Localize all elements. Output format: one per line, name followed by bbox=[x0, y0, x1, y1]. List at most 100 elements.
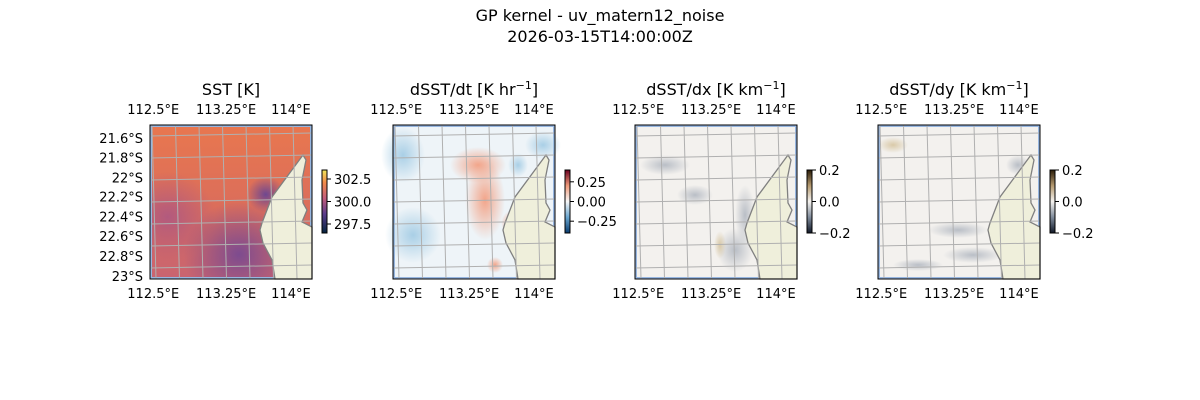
panel-title-text: SST [K] bbox=[202, 80, 260, 99]
x-tick-label-bottom: 114°E bbox=[271, 287, 311, 302]
gridline-meridian bbox=[418, 124, 423, 280]
gridline-parallel bbox=[877, 132, 1041, 137]
field-anomaly bbox=[893, 259, 943, 271]
panel-title: SST [K] bbox=[202, 80, 260, 99]
gridline-parallel bbox=[634, 176, 798, 181]
gridline-parallel bbox=[877, 176, 1041, 181]
gridline-meridian bbox=[441, 124, 447, 280]
x-tick-label-top: 113.25°E bbox=[681, 103, 741, 118]
gridline-parallel bbox=[634, 264, 798, 269]
gridline-meridian bbox=[777, 124, 783, 280]
gridline-parallel bbox=[149, 220, 313, 225]
gridline-parallel bbox=[392, 154, 556, 159]
colorbar-tick-label: 302.5 bbox=[334, 173, 371, 188]
colorbar bbox=[806, 169, 813, 234]
gridline-parallel bbox=[392, 220, 556, 225]
axes-frame bbox=[392, 124, 556, 280]
colorbar-tick-label: 0.25 bbox=[577, 176, 606, 191]
gridline-parallel bbox=[149, 154, 313, 159]
panel-title-text: dSST/dy [K km bbox=[889, 80, 1006, 99]
x-tick-label-bottom: 112.5°E bbox=[855, 287, 907, 302]
x-tick-label-bottom: 113.25°E bbox=[439, 287, 499, 302]
gridline-meridian bbox=[903, 124, 908, 280]
gridline-meridian bbox=[488, 124, 494, 280]
x-tick-label-top: 114°E bbox=[999, 103, 1039, 118]
panel-title-superscript: −1 bbox=[763, 79, 779, 92]
colorbar bbox=[564, 169, 571, 234]
field-anomaly bbox=[677, 185, 713, 205]
gridline-parallel bbox=[149, 264, 313, 269]
gridline-meridian bbox=[245, 124, 251, 280]
gridline-meridian bbox=[950, 124, 955, 280]
x-tick-label-top: 112.5°E bbox=[370, 103, 422, 118]
gridline-parallel bbox=[392, 176, 556, 181]
field-anomaly bbox=[525, 131, 561, 159]
y-tick-label: 22.8°S bbox=[99, 250, 143, 265]
gridline-meridian bbox=[175, 124, 180, 280]
panel-title-bracket: ] bbox=[779, 80, 785, 99]
gridline-meridian bbox=[973, 124, 979, 280]
gridline-parallel bbox=[392, 198, 556, 203]
field-anomaly bbox=[381, 127, 425, 183]
map-panel-2: dSST/dx [K km−1] 112.5°E 112.5°E 113.25°E 11… bbox=[612, 79, 850, 302]
x-tick-label-bottom: 114°E bbox=[999, 287, 1039, 302]
gridline-parallel bbox=[634, 242, 798, 247]
gridline-meridian bbox=[465, 124, 470, 280]
x-tick-label-top: 113.25°E bbox=[439, 103, 499, 118]
x-tick-label-bottom: 113.25°E bbox=[924, 287, 984, 302]
gridline-parallel bbox=[877, 242, 1041, 247]
gridline-parallel bbox=[877, 220, 1041, 225]
gridline-parallel bbox=[634, 154, 798, 159]
map-panel-1: dSST/dt [K hr−1] 112.5°E 112.5°E 113.25°E 11… bbox=[370, 79, 617, 302]
x-tick-label-bottom: 114°E bbox=[514, 287, 554, 302]
colorbar bbox=[1049, 169, 1056, 234]
axes-frame bbox=[877, 124, 1041, 280]
gridline-parallel bbox=[877, 264, 1041, 269]
panel-title-bracket: ] bbox=[1022, 80, 1028, 99]
gridline-parallel bbox=[392, 242, 556, 247]
gridline-meridian bbox=[660, 124, 665, 280]
gridline-meridian bbox=[754, 124, 759, 280]
x-tick-label-top: 113.25°E bbox=[196, 103, 256, 118]
x-tick-label-bottom: 112.5°E bbox=[370, 287, 422, 302]
gridline-meridian bbox=[730, 124, 736, 280]
x-tick-label-top: 114°E bbox=[514, 103, 554, 118]
gridline-parallel bbox=[392, 264, 556, 269]
colorbar-tick-label: 300.0 bbox=[334, 196, 371, 211]
gridline-meridian bbox=[269, 124, 274, 280]
gridline-parallel bbox=[149, 242, 313, 247]
panel-title: dSST/dy [K km−1] bbox=[889, 79, 1028, 99]
gridline-parallel bbox=[877, 154, 1041, 159]
y-tick-label: 21.6°S bbox=[99, 132, 143, 147]
colorbar-tick-label: −0.2 bbox=[819, 227, 851, 242]
field-anomaly bbox=[508, 153, 528, 177]
gridline-meridian bbox=[535, 124, 541, 280]
figure-timestamp: 2026-03-15T14:00:00Z bbox=[507, 27, 693, 46]
gridline-parallel bbox=[149, 198, 313, 203]
colorbar-tick-label: 0.2 bbox=[1062, 164, 1083, 179]
colorbar-tick-label: 0.2 bbox=[819, 164, 840, 179]
gridline-meridian bbox=[512, 124, 517, 280]
gridline-meridian bbox=[926, 124, 932, 280]
axes-frame bbox=[149, 124, 313, 280]
gridline-meridian bbox=[997, 124, 1002, 280]
gridline-parallel bbox=[149, 132, 313, 137]
gridline-parallel bbox=[149, 176, 313, 181]
x-tick-label-top: 112.5°E bbox=[855, 103, 907, 118]
field-anomaly bbox=[943, 247, 1003, 263]
gridline-meridian bbox=[683, 124, 689, 280]
y-tick-label: 22°S bbox=[112, 171, 143, 186]
x-tick-label-top: 112.5°E bbox=[127, 103, 179, 118]
x-tick-label-top: 113.25°E bbox=[924, 103, 984, 118]
y-tick-label: 22.2°S bbox=[99, 191, 143, 206]
colorbar-tick-label: 0.0 bbox=[819, 196, 840, 211]
axes-frame bbox=[634, 124, 798, 280]
x-tick-label-top: 114°E bbox=[756, 103, 796, 118]
figure-title: GP kernel - uv_matern12_noise bbox=[475, 6, 725, 25]
gridline-meridian bbox=[292, 124, 298, 280]
gridline-meridian bbox=[222, 124, 227, 280]
y-tick-label: 22.4°S bbox=[99, 211, 143, 226]
field-anomaly bbox=[640, 155, 690, 175]
x-tick-label-bottom: 113.25°E bbox=[196, 287, 256, 302]
